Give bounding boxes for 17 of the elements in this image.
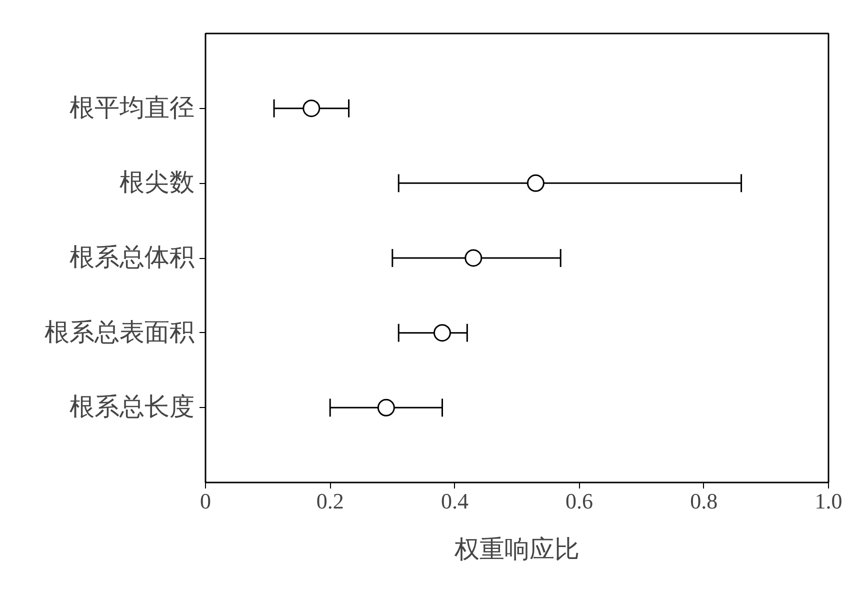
x-tick-label: 0.8 bbox=[690, 488, 718, 514]
y-tick-label: 根尖数 bbox=[120, 170, 194, 197]
y-tick-label: 根系总长度 bbox=[70, 393, 194, 422]
x-tick-label: 0.4 bbox=[440, 488, 468, 514]
x-tick-label: 1.0 bbox=[814, 488, 842, 514]
x-tick-label: 0 bbox=[200, 488, 211, 514]
y-tick-label: 根平均直径 bbox=[70, 94, 194, 122]
point bbox=[302, 100, 320, 118]
point bbox=[526, 174, 544, 192]
y-tick-label: 根系总体积 bbox=[70, 244, 194, 272]
point bbox=[377, 398, 395, 416]
x-tick-label: 0.2 bbox=[316, 488, 344, 514]
point bbox=[433, 324, 451, 342]
x-tick-label: 0.6 bbox=[566, 488, 594, 514]
point bbox=[464, 249, 482, 267]
x-axis-title: 权重响应比 bbox=[454, 536, 580, 564]
y-tick-label: 根系总表面积 bbox=[44, 319, 194, 346]
